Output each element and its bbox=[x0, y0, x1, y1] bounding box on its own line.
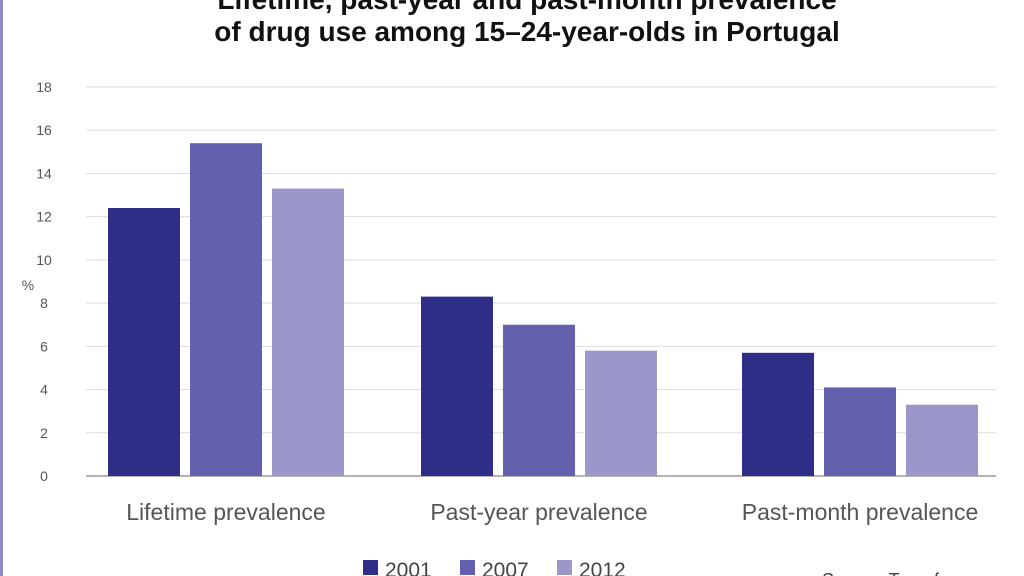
left-border-rule bbox=[0, 0, 3, 576]
chart-title-line-1: Lifetime, past-year and past-month preva… bbox=[0, 0, 1024, 16]
bar-2007-0 bbox=[190, 143, 262, 476]
legend-label: 2001 bbox=[385, 559, 432, 576]
y-tick-label: 10 bbox=[36, 252, 52, 268]
bar-2001-0 bbox=[108, 208, 180, 476]
y-tick-label: 16 bbox=[36, 122, 52, 138]
category-label: Past-year prevalence bbox=[430, 499, 647, 525]
bar-2001-2 bbox=[742, 352, 814, 476]
bar-2007-2 bbox=[824, 387, 896, 476]
legend-label: 2012 bbox=[579, 559, 626, 576]
y-tick-label: 8 bbox=[40, 295, 48, 311]
y-axis-unit-label: % bbox=[22, 277, 34, 293]
chart-title-line-2: of drug use among 15–24-year-olds in Por… bbox=[214, 16, 840, 47]
legend-swatch-2012 bbox=[557, 560, 572, 575]
y-tick-label: 18 bbox=[36, 79, 52, 95]
category-label: Past-month prevalence bbox=[742, 499, 979, 525]
bar-2012-2 bbox=[906, 404, 978, 476]
legend: 2001 2007 2012 bbox=[363, 559, 626, 576]
bar-2012-1 bbox=[585, 350, 657, 476]
y-tick-label: 6 bbox=[40, 338, 48, 354]
y-axis-ticks: 0 2 4 6 8 10 12 14 16 18 bbox=[36, 79, 52, 484]
category-labels: Lifetime prevalence Past-year prevalence P… bbox=[126, 499, 978, 525]
legend-swatch-2001 bbox=[363, 560, 378, 575]
y-tick-label: 0 bbox=[40, 468, 48, 484]
source-note: Source: Transform bbox=[822, 570, 970, 576]
y-tick-label: 14 bbox=[36, 165, 52, 181]
y-tick-label: 4 bbox=[40, 382, 48, 398]
legend-swatch-2007 bbox=[460, 560, 475, 575]
bar-2012-0 bbox=[272, 188, 344, 477]
legend-label: 2007 bbox=[482, 559, 529, 576]
bar-2001-1 bbox=[421, 296, 493, 476]
bar-2007-1 bbox=[503, 324, 575, 476]
y-tick-label: 12 bbox=[36, 209, 52, 225]
y-tick-label: 2 bbox=[40, 425, 48, 441]
bars bbox=[108, 143, 978, 477]
category-label: Lifetime prevalence bbox=[126, 499, 325, 525]
